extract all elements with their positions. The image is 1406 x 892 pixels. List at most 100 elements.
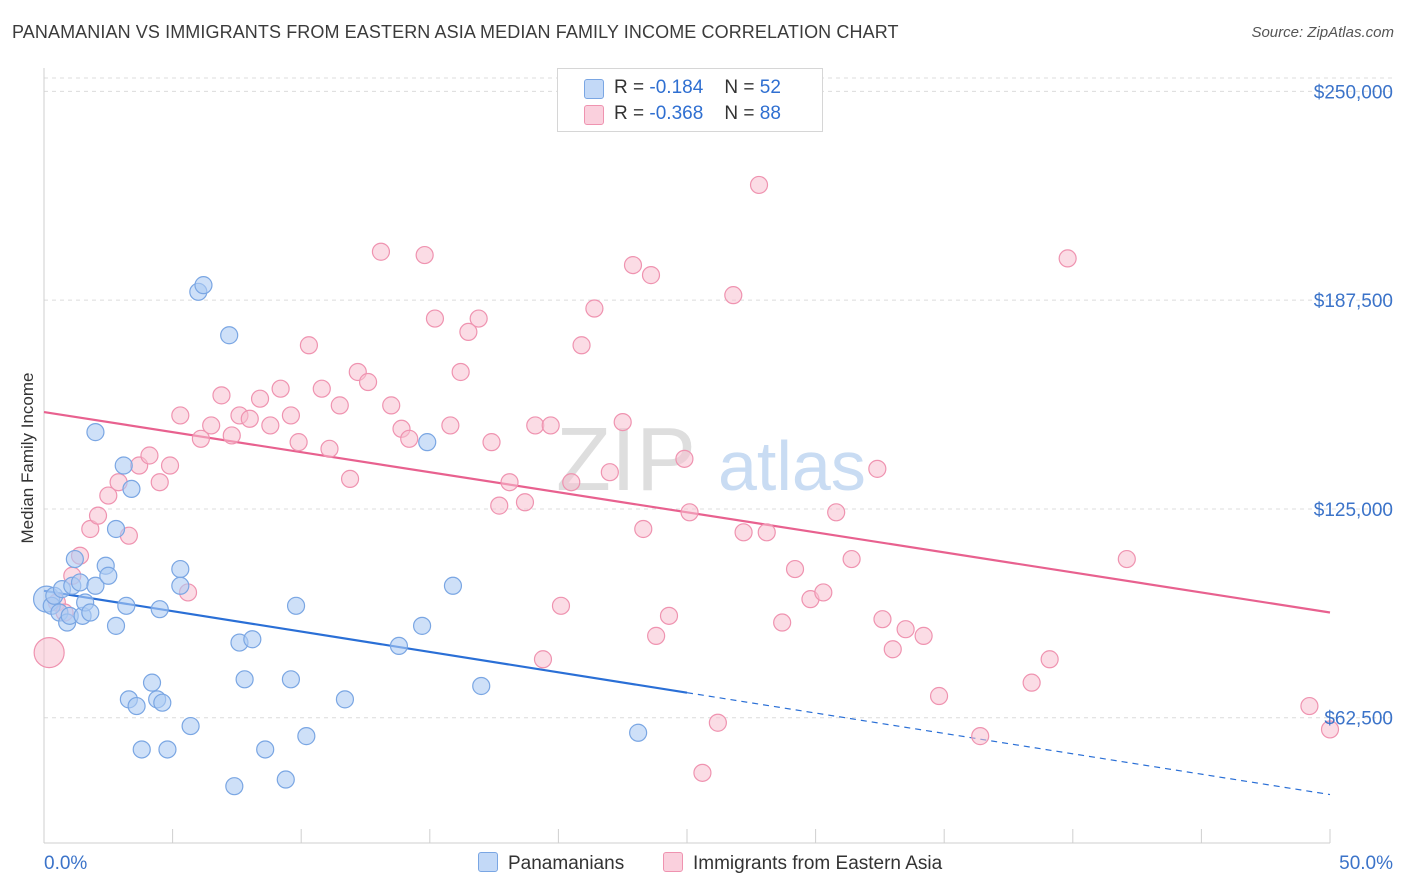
data-point-eastern-asia [1058, 249, 1077, 268]
data-point-eastern-asia [526, 416, 545, 435]
data-point-panamanians [153, 693, 172, 712]
data-point-panamanians [443, 576, 463, 595]
data-point-eastern-asia [641, 266, 661, 285]
data-point-eastern-asia [459, 322, 478, 342]
data-point-eastern-asia [212, 386, 231, 405]
data-point-eastern-asia [1320, 720, 1340, 739]
data-point-eastern-asia [600, 463, 619, 482]
data-point-panamanians [389, 636, 409, 656]
data-point-panamanians [81, 603, 100, 622]
r-label: R = [614, 77, 645, 98]
data-point-eastern-asia [914, 626, 933, 645]
data-point-eastern-asia [773, 613, 792, 632]
data-point-eastern-asia [1117, 549, 1136, 569]
data-point-eastern-asia [634, 519, 653, 539]
data-point-panamanians [70, 573, 90, 592]
r-value: -0.368 [649, 103, 704, 124]
data-point-eastern-asia [868, 459, 887, 478]
data-point-eastern-asia [250, 389, 270, 408]
data-point-eastern-asia [371, 242, 391, 261]
legend-swatch-blue [478, 852, 498, 872]
data-point-panamanians [256, 740, 275, 759]
data-point-panamanians [286, 596, 306, 615]
data-point-eastern-asia [299, 336, 319, 355]
data-point-eastern-asia [734, 523, 753, 542]
stats-legend: R = -0.184 N = 52 R = -0.368 N = 88 [557, 68, 823, 132]
data-point-panamanians [181, 716, 200, 736]
data-point-eastern-asia [757, 523, 776, 542]
data-point-eastern-asia [785, 559, 805, 579]
data-point-eastern-asia [533, 650, 553, 669]
data-point-eastern-asia [261, 416, 280, 435]
r-value: -0.184 [649, 77, 704, 98]
data-point-eastern-asia [708, 713, 727, 732]
n-label: N = [724, 103, 755, 124]
legend-text: R = -0.368 N = 88 [614, 103, 781, 125]
data-point-eastern-asia [1040, 650, 1059, 669]
data-point-panamanians [142, 673, 162, 692]
legend-swatch-blue [584, 79, 604, 99]
data-point-panamanians [194, 276, 213, 295]
data-point-panamanians [114, 456, 133, 475]
data-point-panamanians [418, 433, 437, 452]
data-point-eastern-asia [1022, 673, 1041, 692]
data-point-eastern-asia [814, 583, 833, 602]
legend-text: R = -0.184 N = 52 [614, 77, 781, 99]
data-point-eastern-asia [415, 245, 434, 265]
bottom-legend-eastern-asia: Immigrants from Eastern Asia [663, 852, 942, 875]
legend-swatch-pink [584, 105, 604, 125]
trend-line-panamanians-extension [686, 692, 1331, 796]
data-point-panamanians [86, 576, 105, 595]
data-point-eastern-asia [202, 416, 221, 435]
data-point-eastern-asia [896, 620, 915, 639]
n-value: 52 [759, 77, 781, 98]
data-point-eastern-asia [724, 286, 743, 305]
data-point-eastern-asia [585, 299, 604, 318]
data-point-eastern-asia [425, 309, 445, 328]
data-point-panamanians [122, 479, 141, 499]
y-axis-title: Median Family Income [18, 372, 37, 543]
series-immigrants-eastern-asia [33, 175, 1340, 782]
data-point-panamanians [106, 616, 126, 635]
axes [43, 68, 1331, 844]
data-point-eastern-asia [451, 362, 470, 382]
data-point-eastern-asia [441, 416, 460, 435]
data-point-eastern-asia [675, 449, 694, 468]
data-point-eastern-asia [490, 496, 509, 515]
data-point-panamanians [276, 770, 295, 789]
data-point-panamanians [150, 600, 169, 619]
data-point-eastern-asia [971, 727, 990, 746]
data-point-panamanians [235, 670, 254, 689]
data-point-eastern-asia [680, 503, 699, 522]
x-tick-label-max: 50.0% [1339, 853, 1393, 874]
data-point-eastern-asia [171, 406, 190, 425]
data-point-panamanians [412, 616, 432, 635]
data-point-eastern-asia [623, 255, 643, 275]
data-point-eastern-asia [222, 426, 241, 445]
y-tick-label: $62,500 [1324, 709, 1393, 730]
data-point-panamanians [472, 676, 491, 696]
data-point-eastern-asia [312, 379, 331, 398]
data-point-panamanians [86, 423, 105, 442]
bottom-legend-panamanians: Panamanians [478, 852, 624, 875]
data-point-eastern-asia [647, 626, 666, 645]
data-point-eastern-asia [469, 309, 488, 328]
data-point-eastern-asia [281, 406, 301, 425]
data-point-panamanians [65, 549, 84, 569]
data-point-eastern-asia [99, 486, 118, 505]
data-point-eastern-asia [873, 610, 892, 629]
data-point-eastern-asia [572, 336, 591, 355]
data-point-eastern-asia [500, 473, 519, 492]
tick-labels: $62,500 $125,000 $187,500 $250,000 0.0% 50.0% [44, 82, 1393, 874]
data-point-panamanians [99, 566, 118, 585]
x-tick-label-min: 0.0% [44, 853, 87, 874]
data-point-eastern-asia [693, 763, 712, 782]
data-point-panamanians [243, 630, 262, 649]
data-point-panamanians [171, 576, 190, 595]
n-value: 88 [759, 103, 781, 124]
data-point-eastern-asia [515, 493, 535, 512]
data-point-panamanians [158, 740, 177, 759]
data-point-eastern-asia [160, 456, 180, 475]
data-point-eastern-asia [289, 433, 308, 452]
